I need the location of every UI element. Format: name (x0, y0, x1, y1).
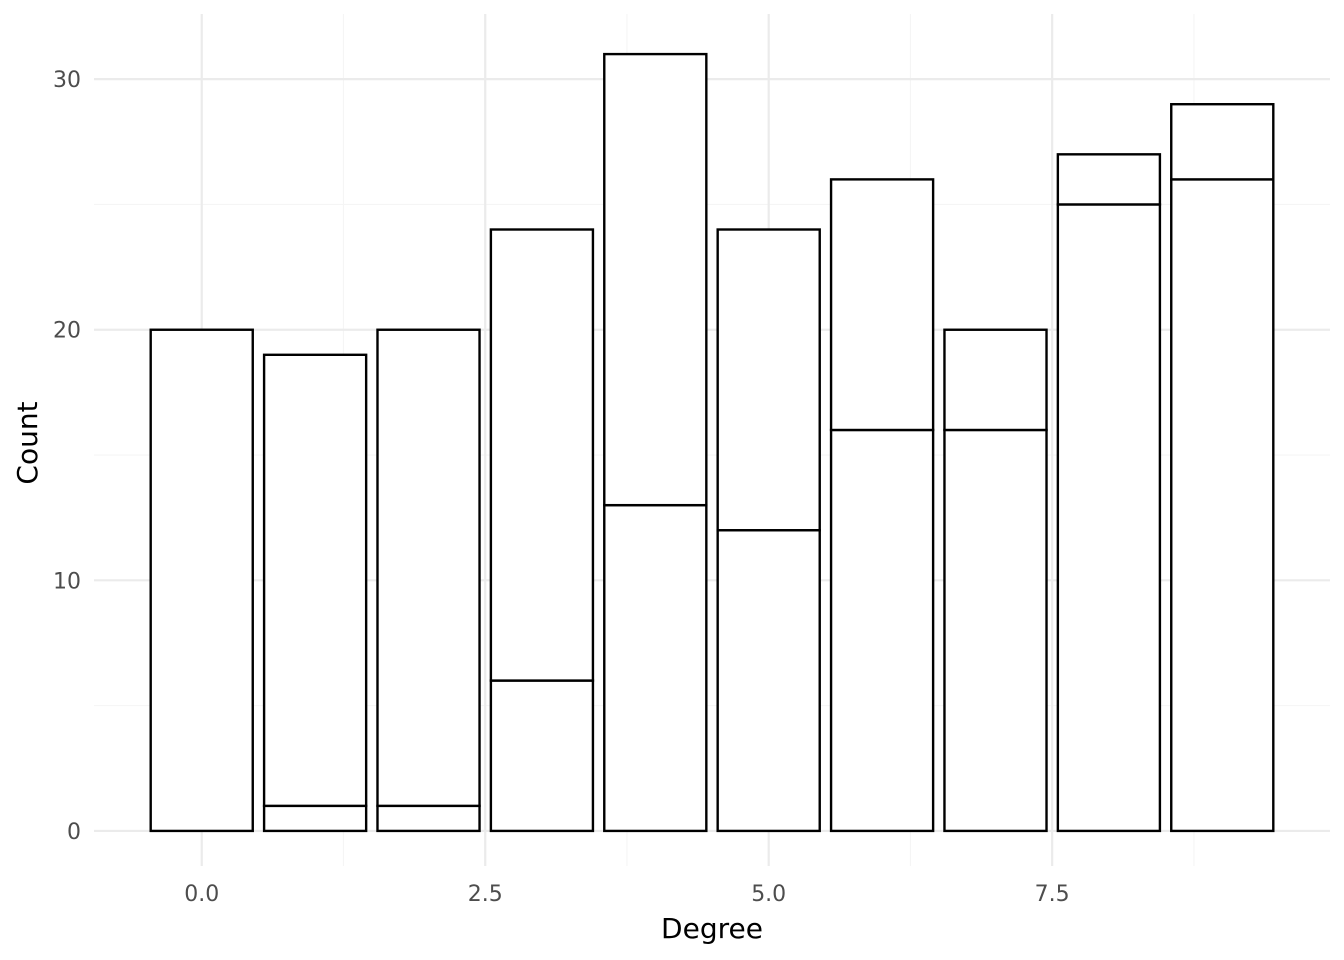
y-tick-label: 0 (67, 820, 81, 845)
tick-labels: 0.0 2.5 5.0 7.5 0 10 20 30 (53, 68, 1070, 907)
bar-segment (1056, 203, 1162, 833)
x-tick-label: 7.5 (1035, 882, 1070, 907)
x-axis-title: Degree (661, 912, 763, 945)
bar-segment (376, 804, 481, 833)
bar-segment (829, 178, 935, 432)
y-tick-label: 20 (53, 319, 81, 344)
bar-segment (149, 328, 254, 833)
bars (149, 52, 1275, 833)
bar-segment (603, 52, 708, 507)
bar-segment (943, 428, 1048, 833)
bar-segment (262, 804, 368, 833)
y-tick-label: 30 (53, 68, 81, 93)
bar-segment (943, 328, 1048, 432)
bar-segment (1170, 178, 1275, 833)
y-axis-title: Count (11, 401, 44, 484)
bar-segment (262, 353, 368, 808)
bar-segment (489, 228, 595, 682)
bar-segment (489, 679, 595, 833)
bar-segment (716, 228, 821, 532)
y-tick-label: 10 (53, 569, 81, 594)
bar-segment (376, 328, 481, 808)
bar-segment (716, 529, 821, 833)
bar-segment (603, 503, 708, 833)
bar-segment (1056, 153, 1162, 206)
bar-segment (1170, 103, 1275, 181)
x-tick-label: 0.0 (184, 882, 219, 907)
x-tick-label: 5.0 (751, 882, 786, 907)
bar-segment (829, 428, 935, 833)
x-tick-label: 2.5 (468, 882, 503, 907)
